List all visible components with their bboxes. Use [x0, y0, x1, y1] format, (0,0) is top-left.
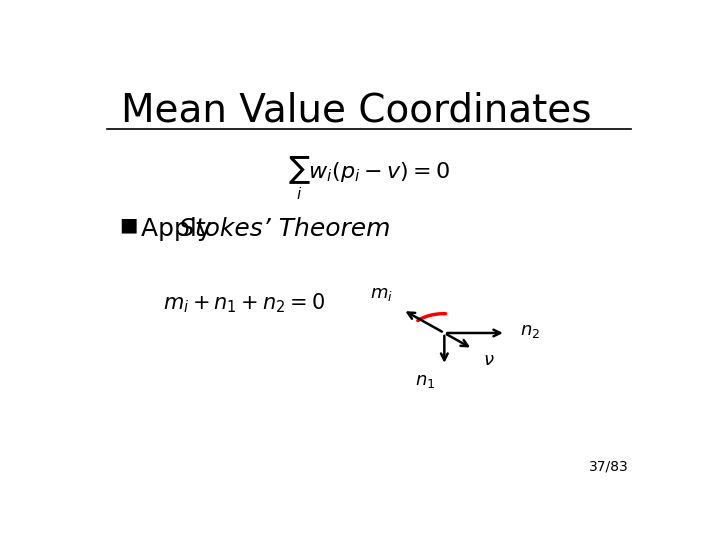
Text: Stokes’ Theorem: Stokes’ Theorem [179, 217, 391, 240]
Text: $m_i$: $m_i$ [370, 286, 393, 303]
Text: $n_2$: $n_2$ [520, 322, 540, 340]
Text: $\blacksquare$: $\blacksquare$ [119, 217, 138, 235]
Text: $n_1$: $n_1$ [415, 373, 435, 390]
Text: Apply: Apply [141, 217, 220, 240]
Text: $\sum_i w_i(p_i - v) = 0$: $\sum_i w_i(p_i - v) = 0$ [288, 154, 450, 201]
Text: $m_i + n_1 + n_2 = 0$: $m_i + n_1 + n_2 = 0$ [163, 292, 325, 315]
Text: $\nu$: $\nu$ [482, 352, 494, 369]
Text: 37/83: 37/83 [589, 459, 629, 473]
Text: Mean Value Coordinates: Mean Value Coordinates [121, 92, 591, 130]
